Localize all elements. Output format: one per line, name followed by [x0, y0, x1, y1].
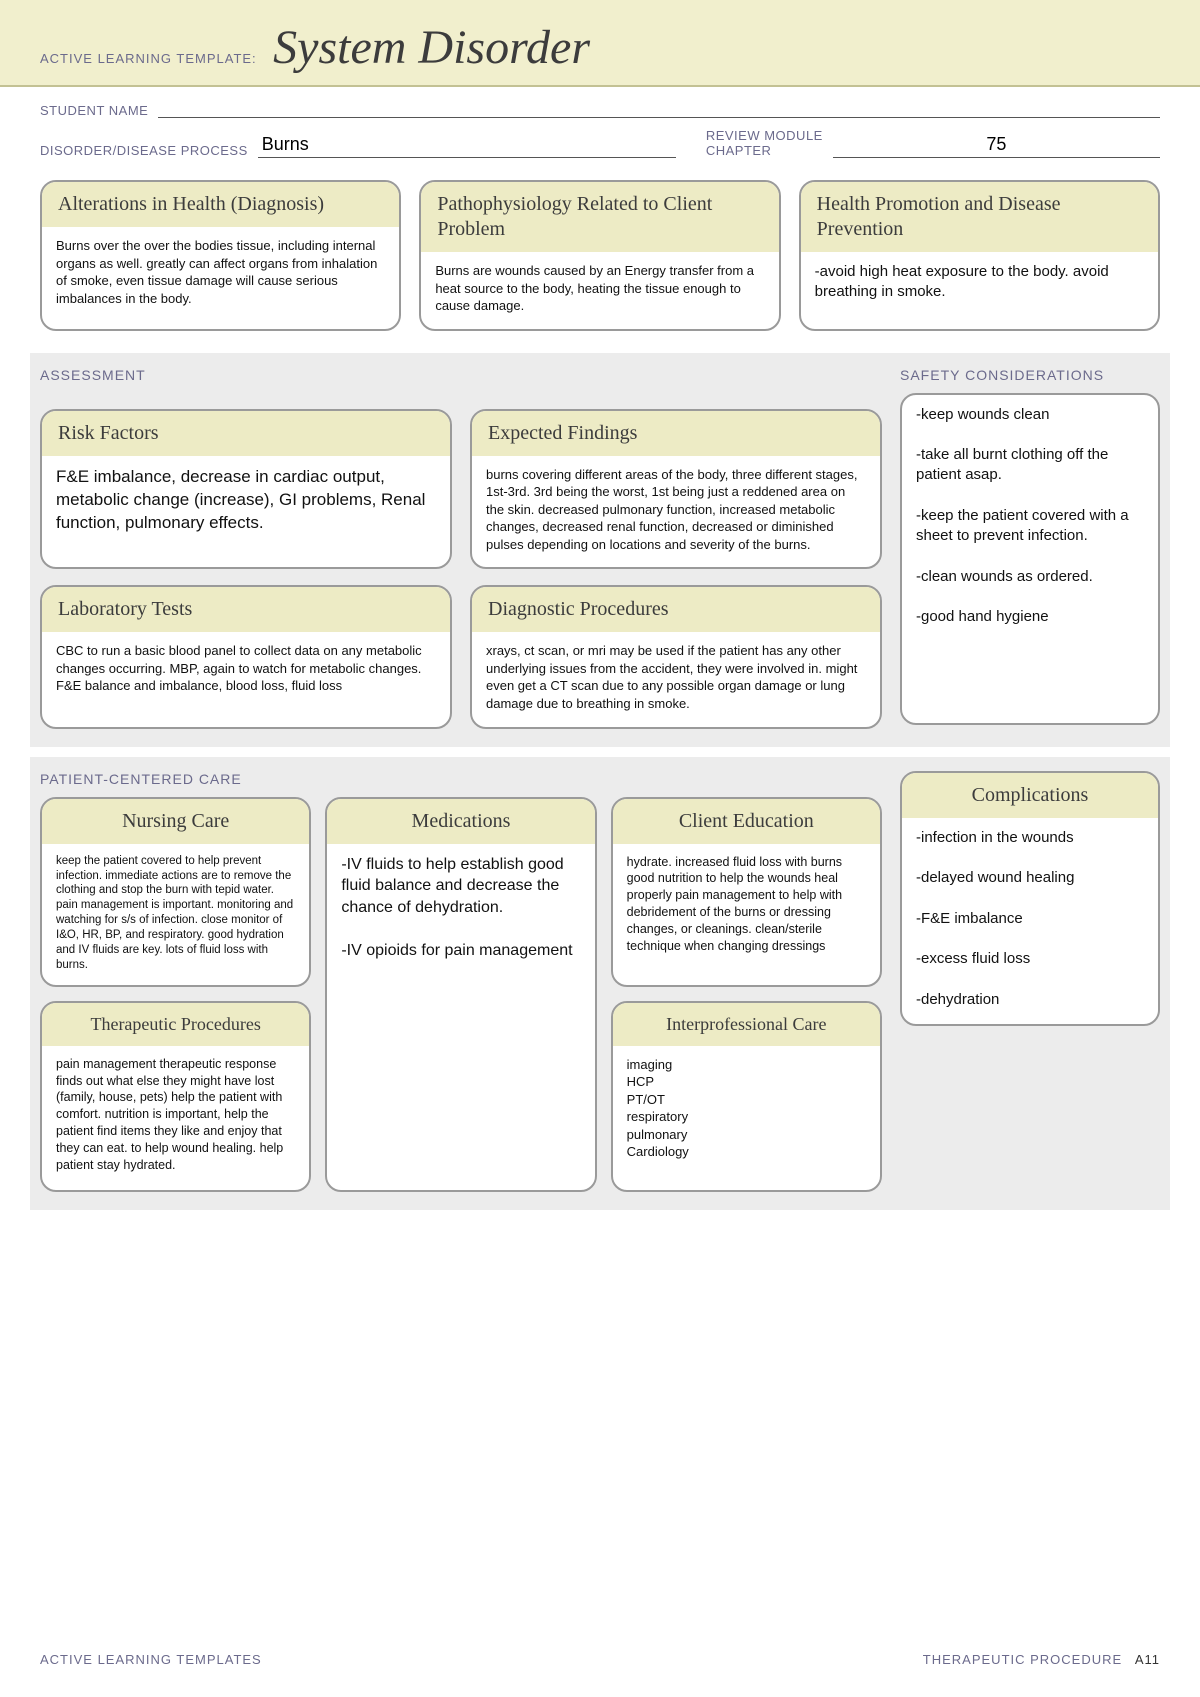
safety-label: SAFETY CONSIDERATIONS — [900, 367, 1160, 383]
card-head: Expected Findings — [472, 411, 880, 456]
card-body: hydrate. increased fluid loss with burns… — [613, 844, 880, 986]
footer-right: THERAPEUTIC PROCEDURE A11 — [923, 1652, 1160, 1667]
pcc-section: PATIENT-CENTERED CARE Nursing Care keep … — [30, 757, 1170, 1210]
card-patho: Pathophysiology Related to Client Proble… — [419, 180, 780, 331]
page: ACTIVE LEARNING TEMPLATE: System Disorde… — [0, 0, 1200, 1697]
disorder-value[interactable]: Burns — [258, 134, 676, 158]
card-head: Diagnostic Procedures — [472, 587, 880, 632]
card-alterations: Alterations in Health (Diagnosis) Burns … — [40, 180, 401, 331]
card-head: Medications — [327, 799, 594, 844]
top-cards-row: Alterations in Health (Diagnosis) Burns … — [40, 180, 1160, 331]
footer-left: ACTIVE LEARNING TEMPLATES — [40, 1652, 262, 1667]
card-head: Alterations in Health (Diagnosis) — [42, 182, 399, 227]
assessment-label: ASSESSMENT — [40, 367, 882, 383]
card-promotion: Health Promotion and Disease Prevention … — [799, 180, 1160, 331]
card-head: Therapeutic Procedures — [42, 1003, 309, 1046]
card-body: keep the patient covered to help prevent… — [42, 844, 309, 988]
card-risk: Risk Factors F&E imbalance, decrease in … — [40, 409, 452, 570]
student-label: STUDENT NAME — [40, 103, 148, 118]
card-body: -infection in the wounds -delayed wound … — [902, 818, 1158, 1024]
card-body: CBC to run a basic blood panel to collec… — [42, 632, 450, 726]
footer: ACTIVE LEARNING TEMPLATES THERAPEUTIC PR… — [40, 1652, 1160, 1667]
card-head: Pathophysiology Related to Client Proble… — [421, 182, 778, 252]
card-complications: Complications -infection in the wounds -… — [900, 771, 1160, 1026]
card-head: Risk Factors — [42, 411, 450, 456]
card-head: Complications — [902, 773, 1158, 818]
card-head: Health Promotion and Disease Prevention — [801, 182, 1158, 252]
card-findings: Expected Findings burns covering differe… — [470, 409, 882, 570]
card-body: -avoid high heat exposure to the body. a… — [801, 252, 1158, 329]
card-therapeutic: Therapeutic Procedures pain management t… — [40, 1001, 311, 1192]
card-nursing: Nursing Care keep the patient covered to… — [40, 797, 311, 988]
fields-row: STUDENT NAME DISORDER/DISEASE PROCESS Bu… — [40, 103, 1160, 158]
card-diag: Diagnostic Procedures xrays, ct scan, or… — [470, 585, 882, 728]
card-head: Nursing Care — [42, 799, 309, 844]
card-labs: Laboratory Tests CBC to run a basic bloo… — [40, 585, 452, 728]
card-interprof: Interprofessional Care imaging HCP PT/OT… — [611, 1001, 882, 1192]
card-body: pain management therapeutic response fin… — [42, 1046, 309, 1190]
disorder-label: DISORDER/DISEASE PROCESS — [40, 143, 248, 158]
card-body: F&E imbalance, decrease in cardiac outpu… — [42, 456, 450, 568]
header-prefix: ACTIVE LEARNING TEMPLATE: — [40, 51, 257, 66]
card-head: Interprofessional Care — [613, 1003, 880, 1046]
card-body: -IV fluids to help establish good fluid … — [327, 844, 594, 1190]
assessment-section: ASSESSMENT Risk Factors F&E imbalance, d… — [30, 353, 1170, 747]
review-label-1: REVIEW MODULE — [706, 128, 823, 143]
footer-page: A11 — [1135, 1652, 1160, 1667]
card-body: xrays, ct scan, or mri may be used if th… — [472, 632, 880, 726]
review-label-2: CHAPTER — [706, 143, 823, 158]
card-safety: -keep wounds clean -take all burnt cloth… — [900, 393, 1160, 725]
footer-right-text: THERAPEUTIC PROCEDURE — [923, 1652, 1122, 1667]
review-value[interactable]: 75 — [833, 134, 1160, 158]
card-body: imaging HCP PT/OT respiratory pulmonary … — [613, 1046, 880, 1190]
header-title: System Disorder — [273, 20, 590, 75]
card-body: -keep wounds clean -take all burnt cloth… — [902, 395, 1158, 723]
pcc-label: PATIENT-CENTERED CARE — [40, 771, 882, 787]
card-body: burns covering different areas of the bo… — [472, 456, 880, 568]
card-body: Burns over the over the bodies tissue, i… — [42, 227, 399, 329]
card-meds: Medications -IV fluids to help establish… — [325, 797, 596, 1192]
student-value[interactable] — [158, 115, 1160, 118]
card-education: Client Education hydrate. increased flui… — [611, 797, 882, 988]
card-body: Burns are wounds caused by an Energy tra… — [421, 252, 778, 329]
header-band: ACTIVE LEARNING TEMPLATE: System Disorde… — [0, 0, 1200, 87]
card-head: Laboratory Tests — [42, 587, 450, 632]
card-head: Client Education — [613, 799, 880, 844]
